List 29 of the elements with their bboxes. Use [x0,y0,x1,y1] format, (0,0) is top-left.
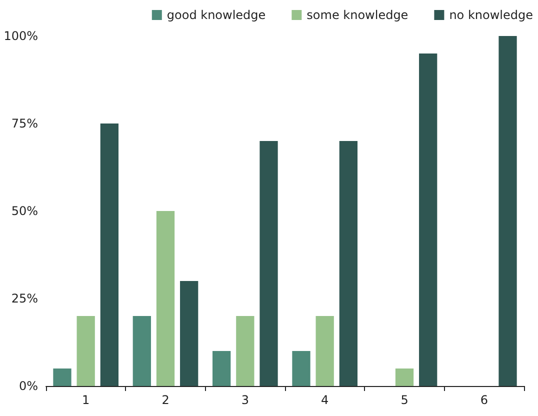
bar [419,54,438,386]
bar [236,316,254,386]
bar [212,351,231,386]
legend-label: some knowledge [306,8,408,22]
x-tick-label: 5 [400,393,408,407]
bar [180,281,198,386]
bar [395,368,414,386]
x-tick-label: 2 [162,393,170,407]
legend-label: no knowledge [449,8,534,22]
bar [339,141,358,386]
bar [498,36,517,386]
y-tick-label: 0% [18,379,38,393]
bar [76,316,95,386]
y-tick-label: 25% [11,292,38,306]
bar [132,316,151,386]
y-tick-label: 100% [4,29,38,43]
y-tick-label: 75% [11,116,38,130]
bar [292,351,310,386]
bar [316,316,334,386]
bar [100,124,118,386]
bar [156,211,175,386]
x-tick-label: 1 [82,393,90,407]
y-tick-label: 50% [11,204,38,218]
x-tick-label: 6 [480,393,488,407]
x-tick-label: 3 [241,393,249,407]
x-tick-label: 4 [321,393,329,407]
legend-label: good knowledge [166,8,266,22]
bar [53,368,72,386]
bar [260,141,278,386]
